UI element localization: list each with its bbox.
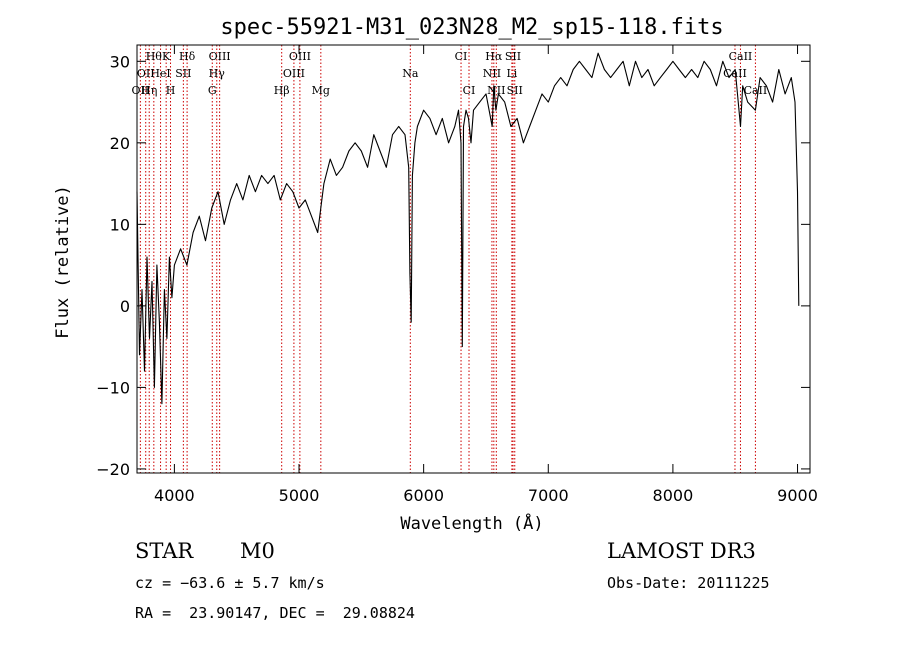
plot-frame [136,44,811,474]
line-label-16: Na [402,67,419,80]
axis-ticks: 4000 5000 6000 7000 8000 9000 −20 −10 0 10 20 30 [96,45,818,505]
line-label-6: H [166,84,176,97]
line-label-12: Hβ [274,84,290,97]
line-label-7: SII [175,67,191,80]
y-tick-label-1: −10 [96,378,130,397]
observation-date: Obs-Date: 20111225 [607,574,770,592]
line-label-25: CaII [723,67,747,80]
line-label-24: SII [507,84,523,97]
x-tick-label-4: 8000 [653,486,694,505]
coordinates: RA = 23.90147, DEC = 29.08824 [135,604,415,622]
object-subclass: M0 [240,539,275,563]
spectrum-series [136,52,800,405]
y-tick-label-0: −20 [96,460,130,479]
x-axis-label: Wavelength (Å) [400,512,543,534]
y-tick-label-5: 30 [110,52,130,71]
line-label-23: SII [505,50,521,63]
spectral-line-markers [139,45,756,473]
y-axis-label: Flux (relative) [53,185,73,339]
object-class: STAR [135,539,194,563]
y-tick-label-3: 10 [110,215,130,234]
chart-title: spec-55921-M31_023N28_M2_sp15-118.fits [220,15,723,40]
line-label-9: G [208,84,217,97]
line-label-1: OII [137,67,155,80]
line-label-11: OIII [209,50,231,63]
line-label-17: CI [455,50,468,63]
x-tick-label-3: 7000 [528,486,569,505]
series-line-0 [136,52,800,405]
line-label-5: K [162,50,171,63]
line-label-18: CI [463,84,476,97]
line-label-21: NII [487,84,505,97]
line-label-10: Hγ [209,67,226,80]
line-label-4: HeI [150,67,170,80]
line-label-3: Hθ [146,50,163,63]
x-tick-label-0: 4000 [154,486,195,505]
x-tick-label-1: 5000 [279,486,320,505]
survey-name: LAMOST DR3 [607,539,756,563]
line-label-0: OII [132,84,150,97]
line-label-19: NII [483,67,501,80]
line-label-15: Mg [312,84,330,97]
x-tick-label-2: 6000 [403,486,444,505]
line-label-22: Li [506,67,517,80]
line-label-27: CaII [744,84,768,97]
y-tick-label-4: 20 [110,134,130,153]
line-label-8: Hδ [179,50,196,63]
line-label-2: Hη [141,84,157,97]
y-tick-label-2: 0 [120,297,130,316]
line-label-13: OIII [283,67,305,80]
line-label-14: OIII [289,50,311,63]
line-label-20: Hα [485,50,503,63]
x-tick-label-5: 9000 [777,486,818,505]
line-label-26: CaII [729,50,753,63]
spectral-line-labels: OIIOIIHηHθHeIKHSIIHδGHγOIIIHβOIIIOIIIMgN… [132,50,768,97]
redshift-velocity: cz = −63.6 ± 5.7 km/s [135,574,325,592]
